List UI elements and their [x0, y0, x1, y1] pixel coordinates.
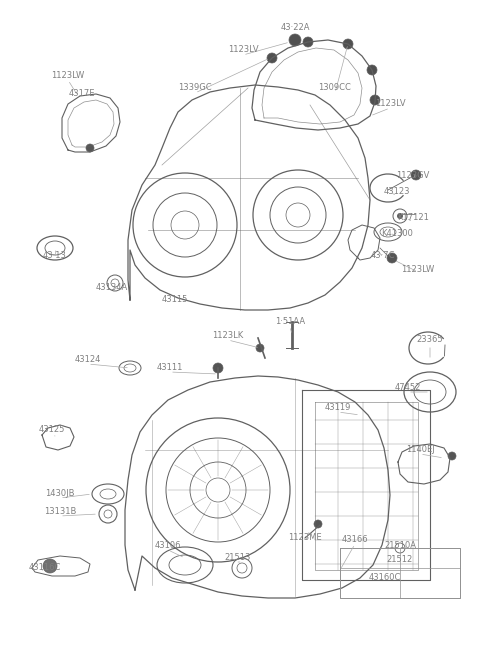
Text: 43124: 43124 — [75, 355, 101, 365]
Circle shape — [397, 213, 403, 219]
Text: 43111: 43111 — [157, 363, 183, 373]
Text: 43116C: 43116C — [29, 564, 61, 572]
Text: 43106: 43106 — [155, 541, 181, 551]
Circle shape — [343, 39, 353, 49]
Circle shape — [43, 559, 57, 573]
Circle shape — [314, 520, 322, 528]
Circle shape — [387, 253, 397, 263]
Text: 43119: 43119 — [325, 403, 351, 413]
Text: 21513: 21513 — [225, 553, 251, 562]
Text: 13131B: 13131B — [44, 507, 76, 516]
Circle shape — [367, 65, 377, 75]
Circle shape — [448, 452, 456, 460]
Circle shape — [267, 53, 277, 63]
Text: 1430JB: 1430JB — [45, 489, 75, 497]
Text: 21510A: 21510A — [384, 541, 416, 549]
Text: 1123ME: 1123ME — [288, 533, 322, 543]
Text: 1123LV: 1123LV — [375, 99, 405, 108]
Text: 1123LW: 1123LW — [51, 70, 84, 79]
Text: 43·22A: 43·22A — [280, 24, 310, 32]
Text: 1123LK: 1123LK — [212, 330, 244, 340]
Circle shape — [289, 34, 301, 46]
Text: 43160C: 43160C — [369, 574, 401, 583]
Text: 1339GC: 1339GC — [178, 83, 212, 93]
Circle shape — [256, 344, 264, 352]
Circle shape — [411, 170, 421, 180]
Text: 1123LW: 1123LW — [401, 265, 434, 275]
Text: 1123GV: 1123GV — [396, 171, 430, 179]
Text: 21512: 21512 — [387, 556, 413, 564]
Text: 1309CC: 1309CC — [319, 83, 351, 93]
Circle shape — [86, 144, 94, 152]
Text: 1123LV: 1123LV — [228, 45, 258, 55]
Text: 4317E: 4317E — [69, 89, 95, 97]
Text: K41300: K41300 — [381, 229, 413, 237]
Text: 43123: 43123 — [384, 187, 410, 196]
Text: 23365: 23365 — [417, 336, 444, 344]
Text: 43115: 43115 — [162, 296, 188, 304]
Text: 43134A: 43134A — [96, 284, 128, 292]
Text: 43166: 43166 — [342, 535, 368, 545]
Text: 43125: 43125 — [39, 426, 65, 434]
Circle shape — [213, 363, 223, 373]
Circle shape — [303, 37, 313, 47]
Text: 47452: 47452 — [395, 384, 421, 392]
Circle shape — [370, 95, 380, 105]
Text: K17121: K17121 — [397, 214, 429, 223]
Text: 1·51AA: 1·51AA — [275, 317, 305, 327]
Text: 43·13: 43·13 — [43, 250, 67, 260]
Text: 43·7C: 43·7C — [371, 250, 395, 260]
Text: 1140EJ: 1140EJ — [406, 445, 434, 455]
